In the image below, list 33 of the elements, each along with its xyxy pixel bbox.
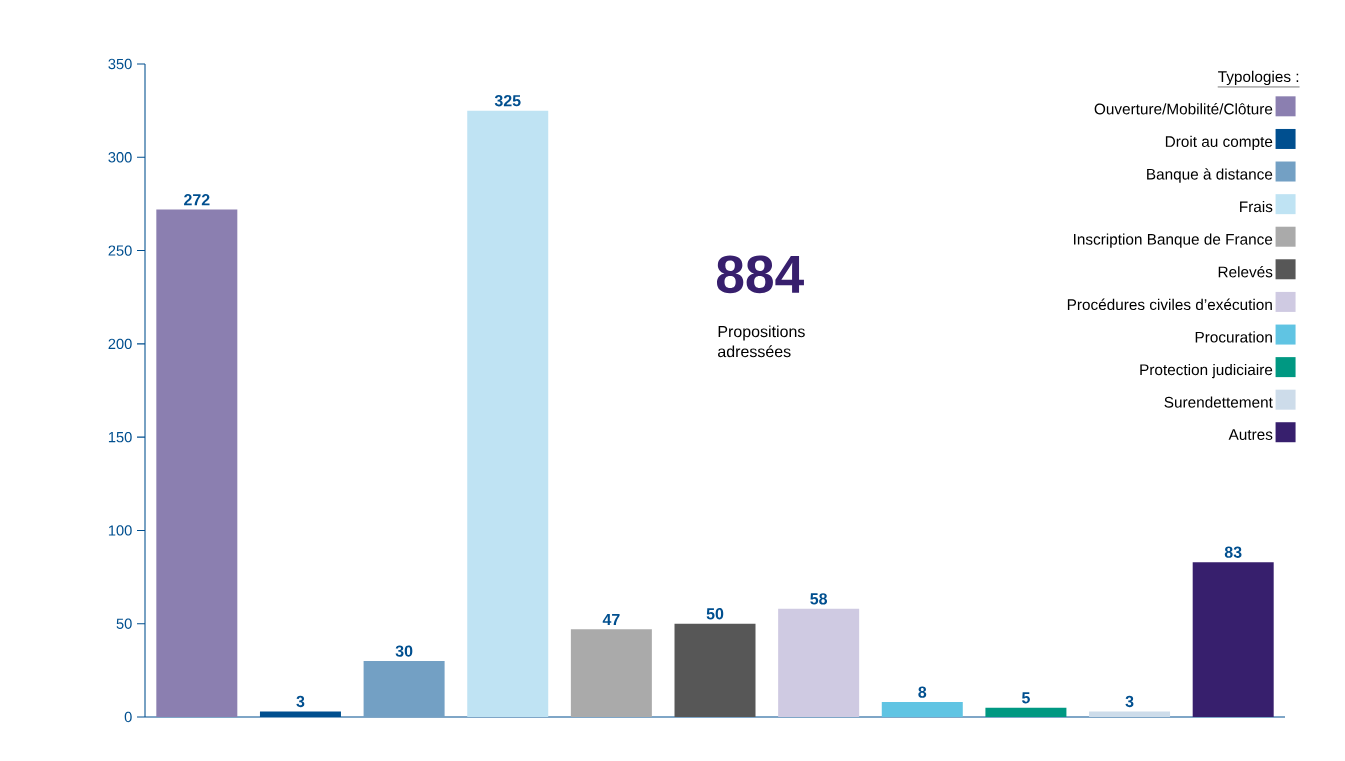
legend-label: Droit au compte [1165, 135, 1273, 151]
data-label: 272 [184, 194, 210, 206]
data-label: 83 [1224, 546, 1242, 558]
y-tick-label: 350 [108, 58, 132, 70]
legend-label: Autres [1228, 429, 1273, 440]
annotation: Propositions adressées [718, 325, 805, 358]
legend-label: Frais [1240, 200, 1273, 213]
data-label: 5 [1021, 692, 1030, 704]
y-tick-label: 250 [108, 245, 132, 256]
legend-label: Procuration [1195, 331, 1272, 343]
legend-label: Surendettement [1164, 396, 1273, 408]
legend-label: Relevés [1218, 265, 1273, 278]
y-tick-label: 300 [108, 152, 132, 163]
y-tick-label: 50 [116, 618, 132, 629]
data-label: 3 [1125, 695, 1134, 708]
y-tick-label: 150 [108, 431, 132, 443]
annotation: 884 [716, 255, 804, 294]
data-label: 47 [602, 614, 620, 626]
y-tick-label: 0 [124, 711, 132, 723]
legend-title: Typologies : [1218, 70, 1299, 86]
data-label: 325 [494, 95, 521, 107]
legend-label: Banque à distance [1147, 168, 1273, 183]
data-label: 58 [810, 593, 828, 605]
data-label: 50 [706, 608, 724, 620]
legend-label: Ouverture/Mobilité/Clôture [1094, 103, 1273, 115]
legend-label: Protection judiciaire [1140, 363, 1273, 379]
data-label: 3 [296, 695, 305, 708]
data-label: 30 [395, 645, 413, 657]
legend-label: Inscription Banque de France [1074, 233, 1273, 248]
data-label: 8 [918, 686, 927, 698]
y-tick-label: 200 [108, 338, 132, 350]
y-tick-label: 100 [108, 525, 132, 536]
legend-label: Procédures civiles d’exécution [1067, 298, 1272, 311]
